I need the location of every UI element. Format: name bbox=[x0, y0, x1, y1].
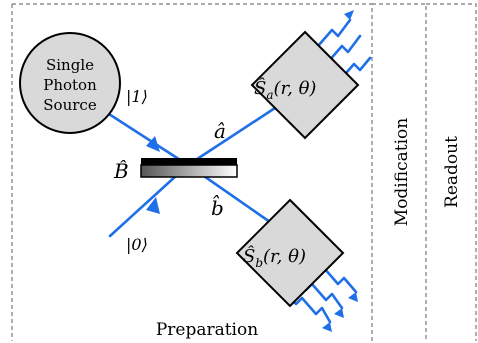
ket-zero-label: |0⟩ bbox=[126, 235, 148, 254]
arrow-one bbox=[146, 136, 160, 152]
readout-frame bbox=[372, 3, 427, 341]
source-line-1: Single bbox=[46, 56, 94, 74]
beam-arrows bbox=[146, 136, 160, 214]
squeezer-a-args: (r, θ) bbox=[274, 78, 317, 99]
arrow-zero bbox=[146, 197, 160, 214]
mode-a-label: â bbox=[214, 119, 226, 143]
mode-b-label: b̂ bbox=[211, 194, 224, 220]
squeezer-b-label: Ŝb(r, θ) bbox=[243, 244, 306, 270]
squeezer-b-args: (r, θ) bbox=[263, 246, 306, 267]
squeezer-a-label: Ŝa(r, θ) bbox=[254, 76, 316, 102]
section-modification: Modification bbox=[392, 118, 412, 226]
squeezer-b-sub: b bbox=[255, 256, 263, 270]
squeezer-a-op: Ŝ bbox=[254, 76, 266, 99]
beam-splitter-label: B̂ bbox=[113, 159, 129, 183]
squeezer-b bbox=[235, 198, 345, 308]
section-frames bbox=[11, 3, 477, 341]
single-photon-source: Single Photon Source bbox=[19, 32, 121, 134]
beam-in-one bbox=[93, 103, 190, 167]
squeezer-b-op: Ŝ bbox=[243, 244, 255, 267]
section-readout: Readout bbox=[442, 136, 462, 208]
section-preparation: Preparation bbox=[156, 320, 258, 340]
beam-out-a bbox=[186, 106, 277, 167]
outer-frame bbox=[426, 3, 477, 341]
ket-one-label: |1⟩ bbox=[126, 87, 148, 106]
source-line-2: Photon bbox=[43, 76, 97, 94]
beam-splitter bbox=[140, 158, 238, 178]
squeezer-a-sub: a bbox=[266, 88, 273, 102]
source-line-3: Source bbox=[43, 96, 97, 114]
squeezer-a bbox=[250, 30, 360, 140]
